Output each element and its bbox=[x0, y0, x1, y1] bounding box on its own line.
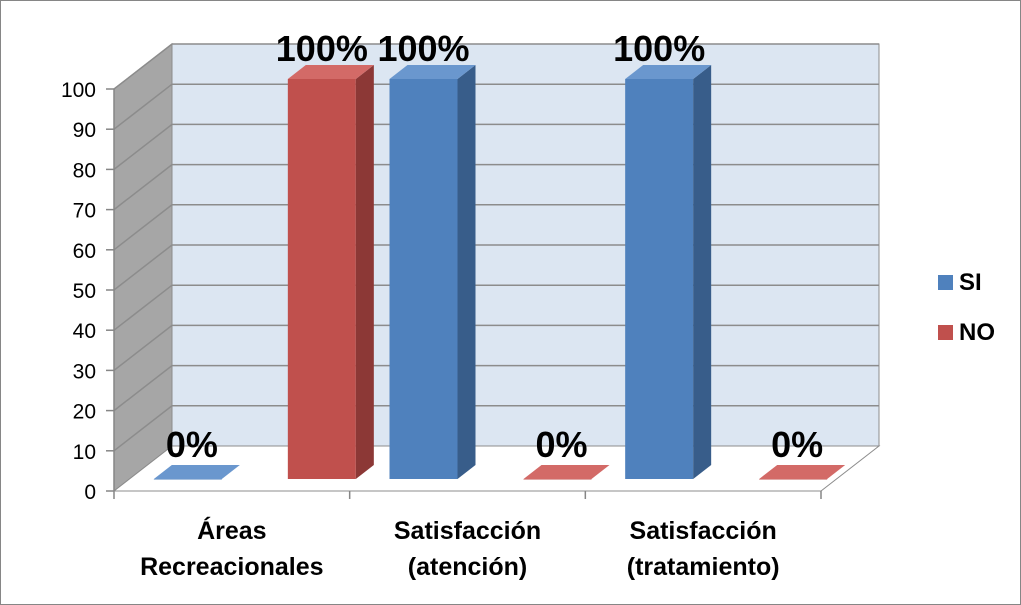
category-labels: Áreas Recreacionales Satisfacción (atención… bbox=[140, 516, 779, 581]
bar-side-si bbox=[457, 65, 476, 479]
data-label: 0% bbox=[166, 424, 218, 465]
bar-top-si bbox=[389, 65, 476, 79]
legend-swatch-si bbox=[938, 275, 953, 290]
data-label: 0% bbox=[771, 424, 823, 465]
bar-top-no bbox=[287, 65, 374, 79]
y-tick-label: 50 bbox=[73, 280, 96, 303]
legend: SI NO bbox=[938, 269, 995, 346]
data-label: 100% bbox=[613, 28, 705, 69]
data-label: 100% bbox=[377, 28, 469, 69]
y-tick-label: 90 bbox=[73, 119, 96, 142]
bar-no bbox=[287, 79, 356, 479]
bar-side-si bbox=[693, 65, 712, 479]
y-tick-label: 80 bbox=[73, 159, 96, 182]
legend-label-si: SI bbox=[959, 269, 982, 296]
y-axis: 0 10 20 30 40 50 60 70 80 90 100 bbox=[61, 79, 822, 504]
category-label: Satisfacción bbox=[394, 517, 541, 545]
bar-side-no bbox=[355, 65, 374, 479]
data-labels: 0%100% 100%0%100%0% bbox=[166, 28, 823, 465]
y-tick-label: 40 bbox=[73, 320, 96, 343]
bar-top-si bbox=[625, 65, 712, 79]
category-label: Áreas bbox=[197, 516, 267, 545]
legend-swatch-no bbox=[938, 325, 953, 340]
bar-si bbox=[153, 479, 222, 480]
bar-no bbox=[523, 479, 592, 480]
data-label: 100% bbox=[276, 28, 368, 69]
category-label: Satisfacción bbox=[630, 517, 777, 545]
y-tick-label: 30 bbox=[73, 360, 96, 383]
bars bbox=[153, 65, 846, 480]
y-tick-label: 70 bbox=[73, 200, 96, 223]
y-tick-label: 100 bbox=[61, 79, 96, 102]
category-label: Recreacionales bbox=[140, 553, 323, 581]
y-tick-label: 0 bbox=[84, 481, 96, 504]
legend-label-no: NO bbox=[959, 319, 995, 346]
bar-top-no bbox=[759, 465, 846, 479]
category-label: (tratamiento) bbox=[627, 553, 780, 581]
bar-si bbox=[389, 79, 458, 479]
bar-si bbox=[625, 79, 694, 479]
y-tick-label: 60 bbox=[73, 240, 96, 263]
bar-no bbox=[759, 479, 828, 480]
gridline bbox=[113, 43, 879, 90]
category-label: (atención) bbox=[408, 553, 527, 581]
y-tick-label: 20 bbox=[73, 401, 96, 424]
bar-top-si bbox=[153, 465, 240, 479]
chart-walls bbox=[112, 42, 881, 493]
y-tick-label: 10 bbox=[73, 441, 96, 464]
bar-top-no bbox=[523, 465, 610, 479]
data-label: 0% bbox=[535, 424, 587, 465]
